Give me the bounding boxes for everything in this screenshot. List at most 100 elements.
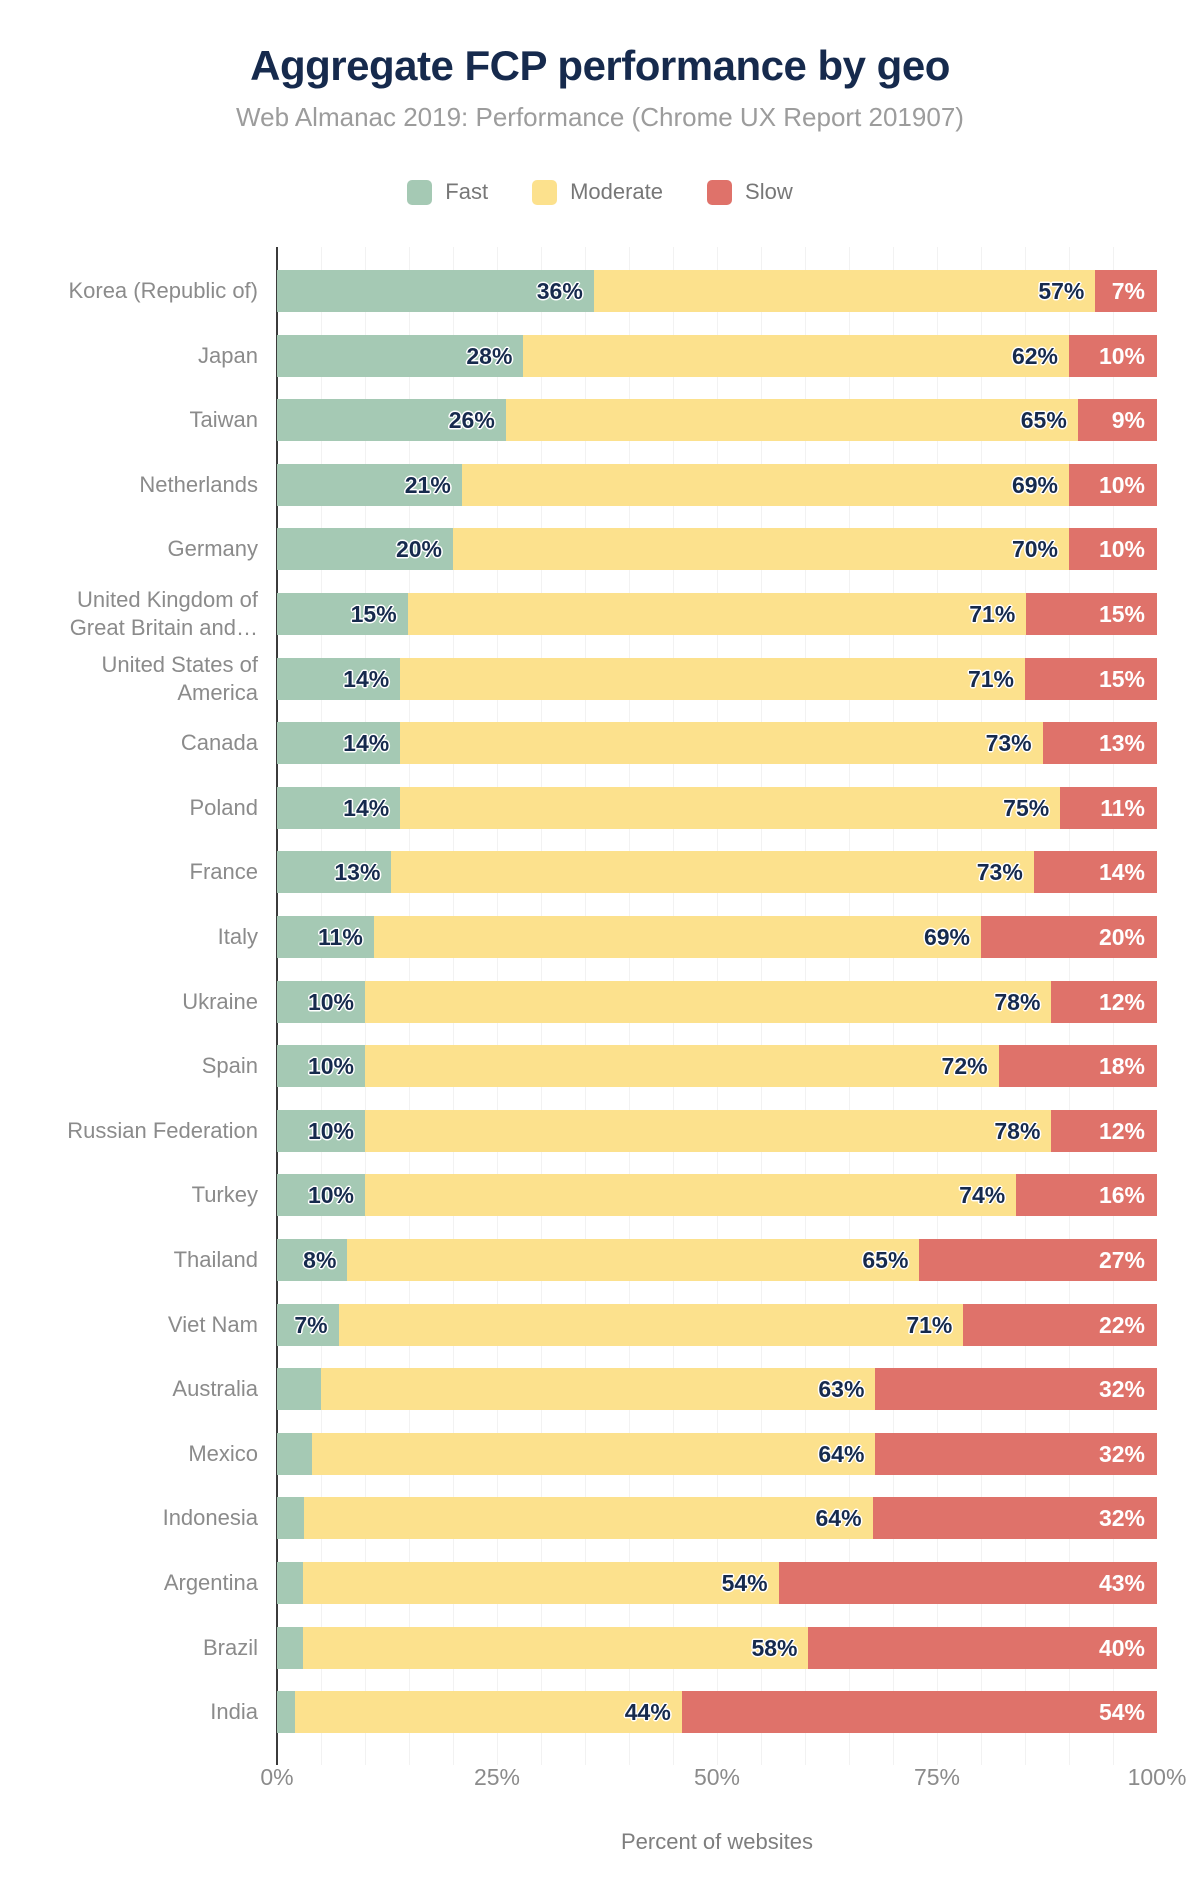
bar-segment-fast[interactable]: 8% xyxy=(277,1239,348,1281)
bar-segment-slow[interactable]: 32% xyxy=(875,1432,1157,1475)
segment-value-label: 13% xyxy=(1098,730,1146,757)
bar-segment-fast[interactable]: 13% xyxy=(277,851,392,894)
bar-segment-fast[interactable]: 28% xyxy=(277,334,524,377)
bar-segment-fast[interactable]: 3% xyxy=(277,1626,349,1669)
bar-segment-fast[interactable]: 5% xyxy=(277,1368,367,1411)
bar-segment-moderate[interactable]: 70% xyxy=(453,528,1069,571)
chart-title: Aggregate FCP performance by geo xyxy=(250,42,950,89)
segment-value-label: 32% xyxy=(1098,1440,1145,1467)
bar-segment-slow[interactable]: 10% xyxy=(1069,334,1157,377)
bar-segment-fast[interactable]: 20% xyxy=(277,528,453,571)
bar-segment-fast[interactable]: 3% xyxy=(277,1562,350,1604)
bar-segment-moderate[interactable]: 65% xyxy=(347,1239,920,1281)
segment-value-label: 27% xyxy=(1098,1247,1145,1273)
category-label: Spain xyxy=(201,1053,258,1079)
bar-segment-slow[interactable]: 20% xyxy=(981,916,1157,958)
bar-segment-fast[interactable]: 4% xyxy=(277,1432,358,1475)
category-label: France xyxy=(189,859,258,885)
bar-segment-moderate[interactable]: 54% xyxy=(303,1562,779,1604)
segment-value-label: 20% xyxy=(395,536,442,563)
bar-segment-fast[interactable]: 3% xyxy=(277,1497,350,1540)
bar-segment-slow[interactable]: 16% xyxy=(1016,1174,1157,1217)
legend-item-fast[interactable]: Fast xyxy=(407,179,488,205)
bar-segment-moderate[interactable]: 73% xyxy=(400,722,1043,765)
bar-segment-fast[interactable]: 14% xyxy=(277,657,401,700)
segment-value-label: 75% xyxy=(1003,794,1050,821)
bar-segment-fast[interactable]: 10% xyxy=(277,1045,365,1088)
bar-segment-slow[interactable]: 15% xyxy=(1025,657,1157,700)
bar-row: Indonesia 3% 64% 32% xyxy=(163,1497,1157,1540)
bar-segment-moderate[interactable]: 44% xyxy=(294,1691,682,1734)
bar-segment-fast[interactable]: 26% xyxy=(277,399,506,442)
bar-segment-moderate[interactable]: 62% xyxy=(523,334,1069,377)
category-label: Argentina xyxy=(163,1569,258,1595)
bar-segment-slow[interactable]: 9% xyxy=(1077,399,1157,442)
x-tick-label: 50% xyxy=(693,1764,741,1790)
bar-segment-slow[interactable]: 11% xyxy=(1060,786,1157,829)
bar-segment-slow[interactable]: 14% xyxy=(1033,851,1158,894)
bar-segment-fast[interactable]: 15% xyxy=(277,593,408,635)
bar-segment-moderate[interactable]: 57% xyxy=(593,270,1096,312)
segment-value-label: 57% xyxy=(1038,278,1085,304)
bar-segment-slow[interactable]: 22% xyxy=(963,1303,1157,1346)
bar-segment-fast[interactable]: 21% xyxy=(277,463,462,506)
bar-row: Russian Federation 10% 78% 12% xyxy=(67,1109,1157,1152)
bar-segment-moderate[interactable]: 75% xyxy=(400,786,1061,829)
bar-row: Taiwan 26% 65% 9% xyxy=(190,399,1157,442)
bar-segment-moderate[interactable]: 72% xyxy=(365,1045,999,1088)
bar-segment-slow[interactable]: 12% xyxy=(1051,980,1157,1023)
category-label: Russian Federation xyxy=(67,1117,258,1143)
segment-value-label: 40% xyxy=(1098,1634,1145,1661)
bar-segment-slow[interactable]: 7% xyxy=(1095,270,1157,312)
category-label: Korea (Republic of) xyxy=(68,277,258,303)
bar-segment-moderate[interactable]: 73% xyxy=(391,851,1034,894)
category-label: Turkey xyxy=(191,1182,258,1208)
bar-segment-moderate[interactable]: 63% xyxy=(321,1368,876,1411)
bar-segment-moderate[interactable]: 78% xyxy=(365,980,1052,1023)
bar-row: Spain 10% 72% 18% xyxy=(202,1045,1157,1088)
bar-segment-slow[interactable]: 43% xyxy=(778,1562,1158,1604)
bar-segment-slow[interactable]: 27% xyxy=(919,1239,1157,1281)
bar-segment-slow[interactable]: 32% xyxy=(875,1368,1157,1411)
bar-segment-slow[interactable]: 15% xyxy=(1026,593,1157,635)
bar-segment-slow[interactable]: 40% xyxy=(808,1626,1157,1669)
bar-segment-fast[interactable]: 10% xyxy=(277,980,365,1023)
bar-segment-slow[interactable]: 32% xyxy=(872,1497,1157,1540)
bar-segment-fast[interactable]: 2% xyxy=(277,1691,341,1734)
bar-segment-moderate[interactable]: 69% xyxy=(373,916,981,958)
x-axis-title: Percent of websites xyxy=(621,1829,813,1854)
bar-segment-moderate[interactable]: 69% xyxy=(461,463,1069,506)
legend-item-moderate[interactable]: Moderate xyxy=(532,179,663,205)
bar-segment-slow[interactable]: 12% xyxy=(1051,1109,1157,1152)
bar-segment-moderate[interactable]: 71% xyxy=(407,593,1027,635)
plot-area: Korea (Republic of) 36% 57% 7% Japan 28% 62% 10… xyxy=(67,247,1158,1765)
bar-segment-fast[interactable]: 7% xyxy=(277,1303,339,1346)
segment-value-label: 10% xyxy=(307,1053,354,1080)
bar-segment-fast[interactable]: 14% xyxy=(277,786,401,829)
bar-segment-slow[interactable]: 10% xyxy=(1069,528,1157,571)
segment-value-label: 26% xyxy=(448,407,495,434)
legend-item-slow[interactable]: Slow xyxy=(707,179,793,205)
bar-segment-slow[interactable]: 10% xyxy=(1069,463,1157,506)
bar-segment-moderate[interactable]: 74% xyxy=(365,1174,1017,1217)
bar-segment-moderate[interactable]: 64% xyxy=(312,1432,876,1475)
bar-segment-moderate[interactable]: 65% xyxy=(505,399,1078,442)
bar-segment-slow[interactable]: 13% xyxy=(1042,722,1158,765)
bar-segment-moderate[interactable]: 78% xyxy=(365,1109,1052,1152)
bar-segment-slow[interactable]: 18% xyxy=(998,1045,1157,1088)
bar-segment-fast[interactable]: 11% xyxy=(277,916,374,958)
bar-segment-moderate[interactable]: 71% xyxy=(400,657,1025,700)
bar-segment-slow[interactable]: 54% xyxy=(681,1691,1157,1734)
bar-segment-fast[interactable]: 36% xyxy=(277,270,594,312)
bar-segment-moderate[interactable]: 58% xyxy=(303,1626,809,1669)
bar-segment-fast[interactable]: 10% xyxy=(277,1174,365,1217)
bar-segment-moderate[interactable]: 71% xyxy=(338,1303,964,1346)
segment-value-label: 21% xyxy=(404,471,451,498)
segment-value-label: 13% xyxy=(334,859,381,886)
x-tick-label: 25% xyxy=(473,1764,521,1790)
bar-segment-moderate[interactable]: 64% xyxy=(303,1497,873,1540)
segment-value-label: 7% xyxy=(1111,278,1145,304)
bar-segment-fast[interactable]: 10% xyxy=(277,1109,365,1152)
legend-label: Slow xyxy=(745,179,793,204)
bar-segment-fast[interactable]: 14% xyxy=(277,722,401,765)
